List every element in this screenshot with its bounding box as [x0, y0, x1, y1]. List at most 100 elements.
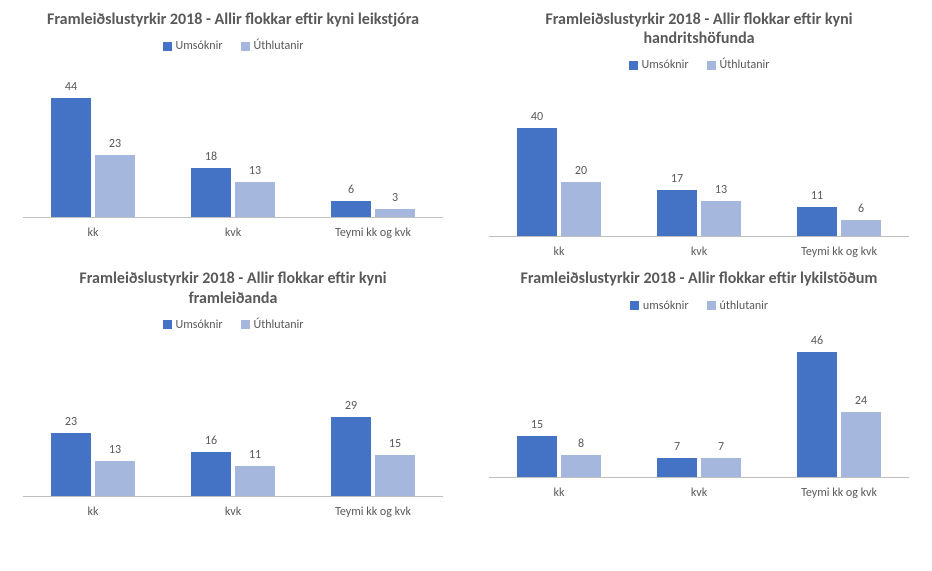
x-label: Teymi kk og kvk [789, 486, 889, 500]
bar-value-label: 18 [205, 150, 217, 164]
legend-item-uthlutanir: Úthlutanir [241, 318, 304, 332]
bar-group: 1713 [655, 86, 743, 236]
bar-value-label: 11 [249, 448, 261, 462]
legend-item-umsoknir: Umsóknir [163, 39, 223, 53]
legend-label: Úthlutanir [254, 318, 304, 332]
bar-group: 23 13 [49, 346, 137, 496]
bar [191, 452, 231, 495]
x-axis-labels: kk kvk Teymi kk og kvk [23, 226, 443, 240]
bar-wrap: 13 [699, 86, 743, 236]
x-axis-labels: kk kvk Teymi kk og kvk [489, 245, 909, 259]
bar-value-label: 7 [674, 440, 680, 454]
bar [517, 128, 557, 236]
bar-wrap: 23 [93, 67, 137, 217]
bar [235, 466, 275, 496]
swatch-series1 [630, 301, 639, 310]
legend: Umsóknir Úthlutanir [163, 318, 304, 332]
swatch-series1 [629, 61, 638, 70]
bar-value-label: 24 [855, 394, 867, 408]
plot-area: 158774624 [489, 327, 909, 478]
bar-wrap: 40 [515, 86, 559, 236]
bar-wrap: 13 [93, 346, 137, 496]
legend: Umsóknir Úthlutanir [163, 39, 304, 53]
legend-label: umsóknir [643, 299, 689, 313]
x-label: kk [509, 245, 609, 259]
bar [701, 458, 741, 477]
bar-group: 1813 [189, 67, 277, 217]
bar-wrap: 7 [655, 327, 699, 477]
bar [517, 436, 557, 477]
bar-group: 158 [515, 327, 603, 477]
legend-label: Umsóknir [176, 318, 223, 332]
legend: Umsóknir Úthlutanir [629, 58, 770, 72]
bar-group: 40 20 [515, 86, 603, 236]
legend-label: Umsóknir [642, 58, 689, 72]
chart-title: Framleiðslustyrkir 2018 - Allir flokkar … [509, 10, 889, 48]
legend-item-uthlutanir: úthlutanir [707, 299, 769, 313]
bar [375, 455, 415, 496]
bar [51, 433, 91, 495]
bar [561, 455, 601, 477]
bar-value-label: 11 [811, 189, 823, 203]
legend-item-uthlutanir: Úthlutanir [707, 58, 770, 72]
bar-wrap: 11 [795, 86, 839, 236]
legend-item-uthlutanir: Úthlutanir [241, 39, 304, 53]
bar-value-label: 23 [65, 415, 77, 429]
bar-wrap: 29 [329, 346, 373, 496]
bar [797, 207, 837, 237]
x-label: Teymi kk og kvk [789, 245, 889, 259]
bar-value-label: 6 [858, 202, 864, 216]
bar [191, 168, 231, 217]
x-label: Teymi kk og kvk [323, 226, 423, 240]
bar [701, 201, 741, 236]
bar-value-label: 17 [671, 172, 683, 186]
x-label: kvk [183, 505, 283, 519]
bar [797, 352, 837, 477]
bar-wrap: 20 [559, 86, 603, 236]
bar-value-label: 3 [392, 191, 398, 205]
chart-grid: Framleiðslustyrkir 2018 - Allir flokkar … [10, 10, 922, 519]
bar-wrap: 6 [839, 86, 883, 236]
bar-group: 11 6 [795, 86, 883, 236]
swatch-series2 [707, 301, 716, 310]
bar-wrap: 7 [699, 327, 743, 477]
chart-framleidanda: Framleiðslustyrkir 2018 - Allir flokkar … [10, 269, 456, 518]
bar-value-label: 40 [531, 110, 543, 124]
bar-group: 1611 [189, 346, 277, 496]
bar-value-label: 15 [531, 418, 543, 432]
bar [331, 201, 371, 217]
bar-group: 29 15 [329, 346, 417, 496]
legend: umsóknir úthlutanir [630, 299, 768, 313]
legend-label: Úthlutanir [254, 39, 304, 53]
bar-value-label: 15 [389, 437, 401, 451]
bar-group: 77 [655, 327, 743, 477]
legend-label: Umsóknir [176, 39, 223, 53]
bar-wrap: 44 [49, 67, 93, 217]
bar-wrap: 23 [49, 346, 93, 496]
x-axis-labels: kk kvk Teymi kk og kvk [23, 505, 443, 519]
swatch-series1 [163, 320, 172, 329]
bar [375, 209, 415, 217]
swatch-series2 [707, 61, 716, 70]
bar [841, 220, 881, 236]
bar-group: 63 [329, 67, 417, 217]
bar-group: 46 24 [795, 327, 883, 477]
plot-area: 4423181363 [23, 67, 443, 218]
chart-leikstjora: Framleiðslustyrkir 2018 - Allir flokkar … [10, 10, 456, 259]
x-label: kvk [183, 226, 283, 240]
bar-wrap: 17 [655, 86, 699, 236]
bar [95, 155, 135, 217]
bar-value-label: 13 [109, 443, 121, 457]
bar-wrap: 15 [373, 346, 417, 496]
chart-title: Framleiðslustyrkir 2018 - Allir flokkar … [521, 269, 878, 288]
bar-value-label: 7 [718, 440, 724, 454]
bar [657, 458, 697, 477]
x-axis-labels: kk kvk Teymi kk og kvk [489, 486, 909, 500]
legend-label: Úthlutanir [720, 58, 770, 72]
bar-wrap: 46 [795, 327, 839, 477]
chart-title: Framleiðslustyrkir 2018 - Allir flokkar … [43, 269, 423, 307]
x-label: kvk [649, 486, 749, 500]
x-label: kk [43, 505, 143, 519]
bar-value-label: 6 [348, 183, 354, 197]
bar-wrap: 15 [515, 327, 559, 477]
